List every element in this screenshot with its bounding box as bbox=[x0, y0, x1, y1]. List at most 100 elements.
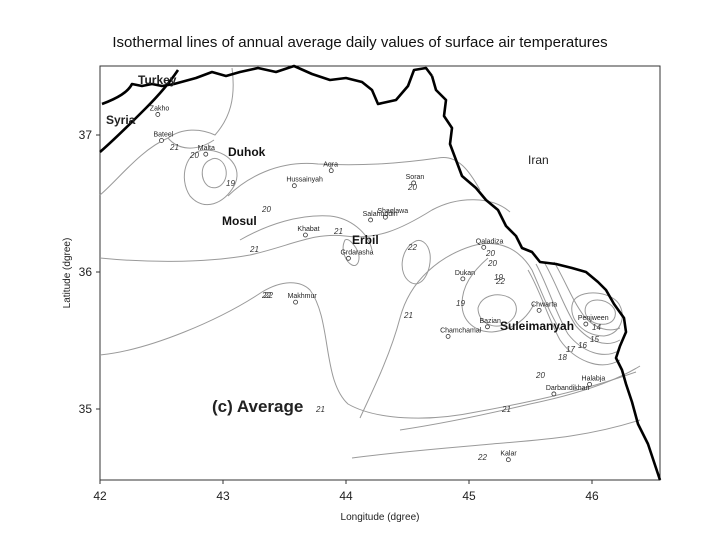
city-label-duhok: Duhok bbox=[228, 145, 266, 159]
isotherm-label: 19 bbox=[494, 273, 503, 282]
isotherm-label: 20 bbox=[261, 205, 271, 214]
isotherm-label: 21 bbox=[333, 227, 343, 236]
town-marker bbox=[551, 391, 557, 397]
y-axis-label: Latitude (dgree) bbox=[62, 238, 73, 309]
town-label: Dukan bbox=[455, 270, 475, 277]
isotherm-21-tip bbox=[167, 137, 215, 149]
northern-border bbox=[101, 64, 434, 106]
isotherm-label: 21 bbox=[403, 311, 413, 320]
town-zakho: Zakho bbox=[150, 105, 169, 117]
y-tick-label: 36 bbox=[79, 265, 93, 279]
town-chamchamal: Chamchamal bbox=[440, 327, 482, 339]
town-marker bbox=[368, 217, 374, 223]
isotherm-label: 20 bbox=[189, 151, 199, 160]
isotherm-21-wide bbox=[99, 199, 511, 262]
country-label-syria: Syria bbox=[106, 113, 136, 127]
town-marker bbox=[411, 180, 417, 186]
town-salahuddin: Salahuddin bbox=[363, 211, 398, 223]
town-label: Qaladiza bbox=[476, 238, 504, 245]
town-marker bbox=[481, 244, 487, 250]
isotherm-label: 18 bbox=[558, 353, 567, 362]
isotherm-label: 14 bbox=[592, 323, 601, 332]
town-khabat: Khabat bbox=[297, 226, 320, 238]
isotherm-21-north bbox=[99, 67, 234, 196]
town-label: Bateel bbox=[154, 131, 174, 138]
isotherm-label: 21 bbox=[169, 143, 179, 152]
town-label: Kalar bbox=[500, 451, 517, 458]
x-tick-label: 42 bbox=[93, 489, 107, 503]
town-label: Makhmur bbox=[288, 293, 318, 300]
isotherm-22-west bbox=[99, 282, 637, 419]
town-penjween: Penjween bbox=[578, 315, 609, 327]
town-shaqlawa: Shaqlawa bbox=[377, 208, 408, 220]
isotherm-20-duhok bbox=[183, 149, 238, 206]
isotherm-label: 21 bbox=[249, 245, 259, 254]
isotherm-label: 20 bbox=[535, 371, 545, 380]
y-tick-label: 37 bbox=[79, 128, 93, 142]
isotherm-20-south bbox=[461, 257, 535, 333]
isotherm-21-south bbox=[399, 365, 641, 431]
town-marker bbox=[536, 307, 542, 313]
town-marker bbox=[328, 168, 334, 174]
town-marker bbox=[293, 299, 298, 305]
isotherm-20-erbil-line bbox=[239, 215, 373, 251]
isotherm-label: 19 bbox=[456, 299, 465, 308]
isotherm-east-1 bbox=[527, 269, 621, 366]
isotherm-label: 22 bbox=[407, 243, 417, 252]
isotherm-22-loop bbox=[401, 240, 431, 285]
isotherm-label: 22 bbox=[261, 291, 271, 300]
town-label: Salahuddin bbox=[363, 211, 398, 218]
isotherm-21-bigloop bbox=[359, 242, 561, 419]
isotherm-east-2 bbox=[535, 263, 621, 355]
isotherm-value-labels: 21 20 19 20 20 21 21 22 22 20 19 19 20 2… bbox=[169, 143, 601, 462]
isotherm-label: 22 bbox=[263, 291, 273, 300]
isotherm-penjween-14 bbox=[584, 299, 616, 325]
town-label: Grdarasha bbox=[340, 249, 373, 256]
isotherm-label: 19 bbox=[226, 179, 235, 188]
isotherm-label: 17 bbox=[566, 345, 575, 354]
town-grdarasha: Grdarasha bbox=[340, 249, 374, 261]
iran-border bbox=[430, 75, 662, 481]
town-label: Aqra bbox=[323, 162, 338, 169]
x-tick-label: 44 bbox=[339, 489, 353, 503]
town-marker bbox=[382, 214, 388, 220]
town-darbandikhan: Darbandikhan bbox=[546, 385, 590, 397]
y-tick-label: 35 bbox=[79, 402, 93, 416]
town-hussainyah: Hussainyah bbox=[286, 177, 323, 189]
isotherm-lines bbox=[99, 67, 641, 459]
isotherm-label: 22 bbox=[477, 453, 487, 462]
isotherm-19-center bbox=[477, 294, 517, 327]
town-chwarta: Chwarta bbox=[531, 301, 557, 313]
isotherm-label: 16 bbox=[578, 341, 587, 350]
isotherm-label: 21 bbox=[315, 405, 325, 414]
city-label-erbil: Erbil bbox=[352, 233, 379, 247]
town-marker bbox=[291, 183, 297, 189]
town-label: Khabat bbox=[297, 226, 319, 233]
isotherm-label: 22 bbox=[495, 277, 505, 286]
town-label: Chamchamal bbox=[440, 327, 482, 334]
isotherm-19-duhok bbox=[201, 157, 227, 189]
x-axis-ticks: 42 43 44 45 46 bbox=[93, 480, 599, 503]
x-axis-label: Longitude (dgree) bbox=[341, 512, 420, 523]
x-tick-label: 45 bbox=[462, 489, 476, 503]
town-halabja: Halabja bbox=[582, 375, 605, 387]
isotherm-label: 20 bbox=[407, 183, 417, 192]
town-markers: Zakho Bateel Malta Hussainyah Aqra Soran Shaql… bbox=[150, 105, 609, 463]
town-marker bbox=[583, 321, 589, 327]
borders bbox=[99, 64, 662, 481]
town-marker bbox=[505, 457, 511, 463]
town-marker bbox=[159, 138, 164, 143]
town-marker bbox=[203, 151, 209, 157]
town-marker bbox=[485, 324, 490, 330]
city-label-suleimanyah: Suleimanyah bbox=[500, 319, 574, 333]
town-bateel: Bateel bbox=[154, 131, 174, 143]
town-bazian: Bazian bbox=[479, 318, 501, 330]
town-marker bbox=[303, 232, 308, 238]
town-marker bbox=[346, 255, 351, 261]
slide-title: Isothermal lines of annual average daily… bbox=[112, 34, 608, 51]
y-axis-ticks: 37 36 35 bbox=[79, 128, 100, 416]
town-aqra: Aqra bbox=[323, 162, 338, 174]
isotherm-label: 20 bbox=[485, 249, 495, 258]
x-tick-label: 46 bbox=[585, 489, 599, 503]
